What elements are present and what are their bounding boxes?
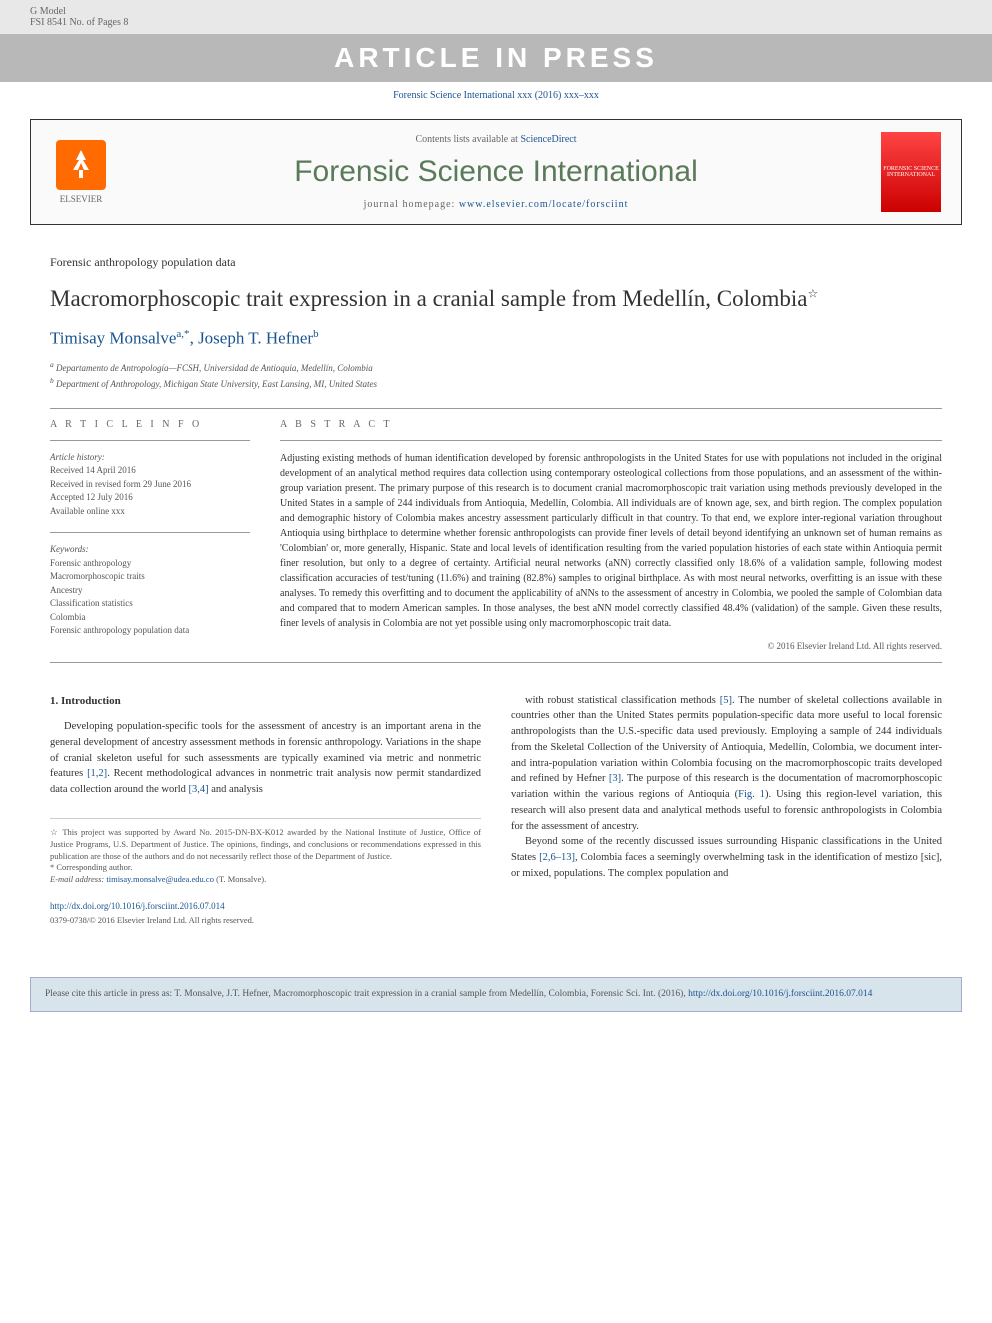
keyword: Ancestry <box>50 584 250 598</box>
intro-text-c: and analysis <box>209 784 263 795</box>
col2-paragraph-1: with robust statistical classification m… <box>511 693 942 835</box>
keyword: Forensic anthropology <box>50 557 250 571</box>
affiliation-b-text: Department of Anthropology, Michigan Sta… <box>56 379 377 389</box>
fsi-ref-label: FSI 8541 No. of Pages 8 <box>30 17 962 28</box>
abstract-heading: A B S T R A C T <box>280 419 942 430</box>
body-col-right: with robust statistical classification m… <box>511 693 942 927</box>
footnote-star: ☆ This project was supported by Award No… <box>50 827 481 863</box>
col2-p2-b: , Colombia faces a seemingly overwhelmin… <box>511 852 942 879</box>
ref-link[interactable]: [3] <box>609 773 621 784</box>
homepage-line: journal homepage: www.elsevier.com/locat… <box>131 199 861 210</box>
fig-link[interactable]: Fig. 1 <box>738 789 765 800</box>
author-1-sup: a,* <box>176 328 189 340</box>
history-label: Article history: <box>50 451 250 465</box>
content-area: Forensic anthropology population data Ma… <box>0 235 992 947</box>
contents-line: Contents lists available at ScienceDirec… <box>131 134 861 145</box>
keywords-label: Keywords: <box>50 543 250 557</box>
intro-text-b: . Recent methodological advances in nonm… <box>50 768 481 795</box>
cite-doi-link[interactable]: http://dx.doi.org/10.1016/j.forsciint.20… <box>688 989 872 999</box>
email-suffix: (T. Monsalve). <box>214 874 266 884</box>
body-col-left: 1. Introduction Developing population-sp… <box>50 693 481 927</box>
body-columns: 1. Introduction Developing population-sp… <box>50 693 942 927</box>
received-date: Received 14 April 2016 <box>50 464 250 478</box>
homepage-url[interactable]: www.elsevier.com/locate/forsciint <box>459 199 629 210</box>
abstract-text: Adjusting existing methods of human iden… <box>280 451 942 631</box>
ref-link[interactable]: [1,2] <box>87 768 107 779</box>
info-abstract-row: A R T I C L E I N F O Article history: R… <box>50 419 942 652</box>
ref-link[interactable]: [2,6–13] <box>539 852 575 863</box>
ref-link[interactable]: [5] <box>720 695 732 706</box>
col2-text-a: with robust statistical classification m… <box>525 695 720 706</box>
article-in-press-banner: ARTICLE IN PRESS <box>0 34 992 82</box>
journal-citation-ref: Forensic Science International xxx (2016… <box>0 82 992 109</box>
col2-paragraph-2: Beyond some of the recently discussed is… <box>511 834 942 881</box>
col2-text-b: . The number of skeletal collections ava… <box>511 695 942 785</box>
author-2-name: Joseph T. Hefner <box>198 329 313 348</box>
article-info-col: A R T I C L E I N F O Article history: R… <box>50 419 250 652</box>
cite-box: Please cite this article in press as: T.… <box>30 977 962 1012</box>
abstract-copyright: © 2016 Elsevier Ireland Ltd. All rights … <box>280 641 942 651</box>
cite-text: Please cite this article in press as: T.… <box>45 989 688 999</box>
author-1-name: Timisay Monsalve <box>50 329 176 348</box>
homepage-prefix: journal homepage: <box>364 199 459 210</box>
article-info-heading: A R T I C L E I N F O <box>50 419 250 430</box>
intro-paragraph: Developing population-specific tools for… <box>50 719 481 798</box>
elsevier-tree-icon <box>56 140 106 190</box>
doi-url[interactable]: http://dx.doi.org/10.1016/j.forsciint.20… <box>50 900 481 914</box>
keyword: Forensic anthropology population data <box>50 624 250 638</box>
footnote-email: E-mail address: timisay.monsalve@udea.ed… <box>50 874 481 886</box>
journal-name: Forensic Science International <box>131 155 861 189</box>
keyword: Colombia <box>50 611 250 625</box>
divider <box>280 440 942 441</box>
divider <box>50 440 250 441</box>
elsevier-logo: ELSEVIER <box>51 137 111 207</box>
keywords-block: Keywords: Forensic anthropology Macromor… <box>50 543 250 638</box>
cover-text: FORENSIC SCIENCE INTERNATIONAL <box>881 166 941 178</box>
elsevier-text: ELSEVIER <box>60 194 103 204</box>
ref-link[interactable]: [3,4] <box>189 784 209 795</box>
online-date: Available online xxx <box>50 505 250 519</box>
keyword: Macromorphoscopic traits <box>50 570 250 584</box>
doi-copyright: 0379-0738/© 2016 Elsevier Ireland Ltd. A… <box>50 914 481 927</box>
history-block: Article history: Received 14 April 2016 … <box>50 451 250 519</box>
article-type: Forensic anthropology population data <box>50 255 942 270</box>
divider <box>50 408 942 409</box>
model-header: G Model FSI 8541 No. of Pages 8 <box>0 0 992 34</box>
contents-prefix: Contents lists available at <box>415 134 520 145</box>
divider <box>50 532 250 533</box>
doi-block: http://dx.doi.org/10.1016/j.forsciint.20… <box>50 900 481 926</box>
affiliation-a: a Departamento de Antropología—FCSH, Uni… <box>50 359 942 376</box>
intro-heading: 1. Introduction <box>50 693 481 710</box>
author-sep: , <box>190 329 199 348</box>
affiliations: a Departamento de Antropología—FCSH, Uni… <box>50 359 942 392</box>
footnote-corr: * Corresponding author. <box>50 862 481 874</box>
banner-center: Contents lists available at ScienceDirec… <box>131 134 861 210</box>
footnotes: ☆ This project was supported by Award No… <box>50 818 481 886</box>
affiliation-a-text: Departamento de Antropología—FCSH, Unive… <box>56 363 373 373</box>
abstract-col: A B S T R A C T Adjusting existing metho… <box>280 419 942 652</box>
accepted-date: Accepted 12 July 2016 <box>50 491 250 505</box>
email-label: E-mail address: <box>50 874 106 884</box>
journal-cover-thumb: FORENSIC SCIENCE INTERNATIONAL <box>881 132 941 212</box>
sciencedirect-link[interactable]: ScienceDirect <box>520 134 576 145</box>
authors-line: Timisay Monsalvea,*, Joseph T. Hefnerb <box>50 328 942 349</box>
keyword: Classification statistics <box>50 597 250 611</box>
divider <box>50 662 942 663</box>
g-model-label: G Model <box>30 6 962 17</box>
journal-banner: ELSEVIER Contents lists available at Sci… <box>30 119 962 225</box>
email-link[interactable]: timisay.monsalve@udea.edu.co <box>106 874 214 884</box>
title-text: Macromorphoscopic trait expression in a … <box>50 286 808 311</box>
revised-date: Received in revised form 29 June 2016 <box>50 478 250 492</box>
author-2-sup: b <box>313 328 319 340</box>
affiliation-b: b Department of Anthropology, Michigan S… <box>50 375 942 392</box>
title-star-icon: ☆ <box>808 286 819 300</box>
article-title: Macromorphoscopic trait expression in a … <box>50 284 942 314</box>
